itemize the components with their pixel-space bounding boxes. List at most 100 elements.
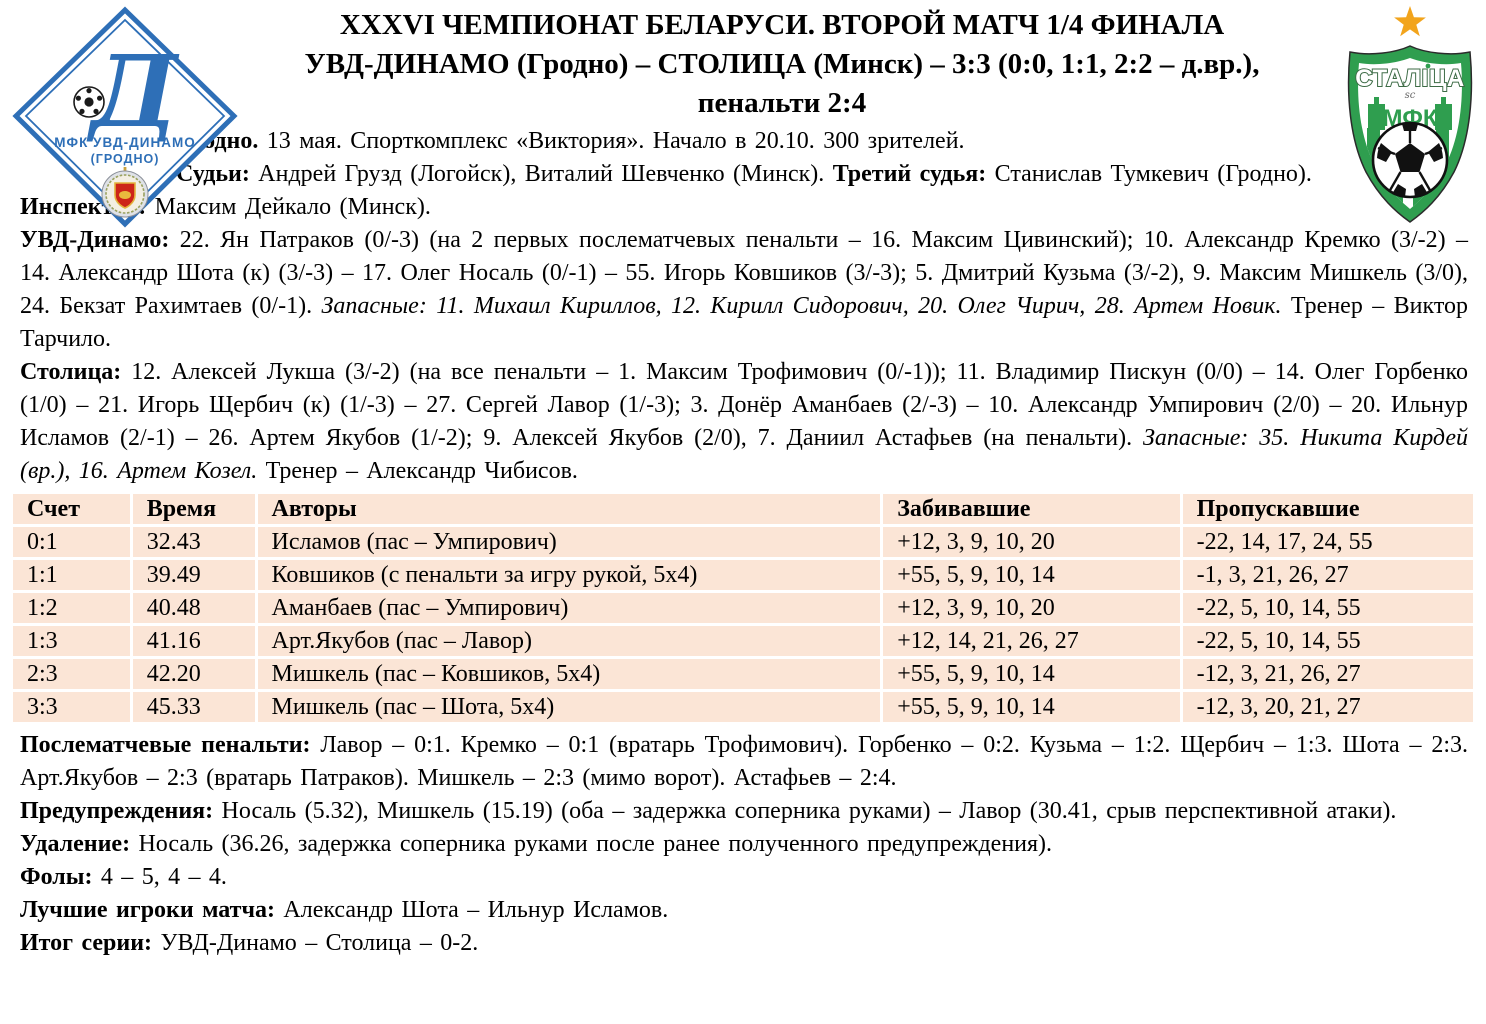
header-scorers: Забивавшие xyxy=(880,491,1183,527)
goal-scorers: +55, 5, 9, 10, 14 xyxy=(880,557,1183,593)
away-lineup-text: 12. Алексей Лукша (3/-2) (на все пенальт… xyxy=(20,359,1468,451)
away-coach-text: Тренер – Александр Чибисов. xyxy=(257,458,578,484)
goal-time: 45.33 xyxy=(129,689,258,725)
goal-time: 42.20 xyxy=(129,656,258,692)
sending-off-label: Удаление: xyxy=(20,831,131,857)
goals-table-header-row: Счет Время Авторы Забивавшие Пропускавши… xyxy=(10,491,1477,527)
best-players-text: Александр Шота – Ильнур Исламов. xyxy=(274,897,669,923)
title-line-3: пенальти 2:4 xyxy=(697,87,867,119)
header-authors: Авторы xyxy=(254,491,884,527)
goal-time: 32.43 xyxy=(129,524,258,560)
goal-row: 1:2 40.48 Аманбаев (пас – Умпирович) +12… xyxy=(10,590,1477,626)
home-lineup-paragraph: УВД-Динамо: 22. Ян Патраков (0/-3) (на 2… xyxy=(20,224,1468,356)
goal-row: 3:3 45.33 Мишкель (пас – Шота, 5х4) +55,… xyxy=(10,689,1477,725)
goal-authors: Мишкель (пас – Ковшиков, 5х4) xyxy=(254,656,884,692)
goal-time: 41.16 xyxy=(129,623,258,659)
goal-score: 2:3 xyxy=(10,656,133,692)
goal-conceders: -22, 5, 10, 14, 55 xyxy=(1179,590,1477,626)
warnings-text: Носаль (5.32), Мишкель (15.19) (оба – за… xyxy=(213,798,1397,824)
goal-conceders: -22, 5, 10, 14, 55 xyxy=(1179,623,1477,659)
goal-conceders: -1, 3, 21, 26, 27 xyxy=(1179,557,1477,593)
stalitsa-ball-icon xyxy=(1371,121,1449,199)
away-reserves-text: Запасные: 35. Никита Кирдей (вр.), 16. А… xyxy=(20,425,1468,484)
goal-conceders: -12, 3, 20, 21, 27 xyxy=(1179,689,1477,725)
stalitsa-name: СТАЛІЦА xyxy=(1355,65,1464,92)
home-lineup-text: 22. Ян Патраков (0/-3) (на 2 первых посл… xyxy=(20,227,1468,319)
goal-scorers: +12, 14, 21, 26, 27 xyxy=(880,623,1183,659)
away-team-label: Столица: xyxy=(20,359,122,385)
dynamo-letter-d: Д xyxy=(86,35,179,150)
series-label: Итог серии: xyxy=(20,930,153,956)
goal-row: 1:3 41.16 Арт.Якубов (пас – Лавор) +12, … xyxy=(10,623,1477,659)
goal-row: 0:1 32.43 Исламов (пас – Умпирович) +12,… xyxy=(10,524,1477,560)
castle-silhouette xyxy=(1368,97,1452,130)
goal-row: 2:3 42.20 Мишкель (пас – Ковшиков, 5х4) … xyxy=(10,656,1477,692)
shootout-label: Послематчевые пенальти: xyxy=(20,732,311,758)
referees-text: Андрей Грузд (Логойск), Виталий Шевченко… xyxy=(249,161,833,187)
title-line-2: УВД-ДИНАМО (Гродно) – СТОЛИЦА (Минск) – … xyxy=(304,48,1260,80)
best-players-line: Лучшие игроки матча: Александр Шота – Ил… xyxy=(20,894,1468,927)
shootout-paragraph: Послематчевые пенальти: Лавор – 0:1. Кре… xyxy=(20,729,1468,795)
goal-time: 39.49 xyxy=(129,557,258,593)
goal-scorers: +12, 3, 9, 10, 20 xyxy=(880,590,1183,626)
champion-star-icon xyxy=(1394,6,1426,37)
dynamo-crest-icon: Д МФК УВД-ДИНАМО (ГРОДНО) xyxy=(12,6,238,228)
dynamo-club-city: (ГРОДНО) xyxy=(91,152,160,166)
goal-authors: Мишкель (пас – Шота, 5х4) xyxy=(254,689,884,725)
stalitsa-crest-icon: СТАЛІЦА sc МФК xyxy=(1347,6,1473,223)
goal-scorers: +55, 5, 9, 10, 14 xyxy=(880,689,1183,725)
header-time: Время xyxy=(129,491,258,527)
series-result-line: Итог серии: УВД-Динамо – Столица – 0-2. xyxy=(20,927,1468,960)
goal-score: 0:1 xyxy=(10,524,133,560)
warnings-label: Предупреждения: xyxy=(20,798,214,824)
sending-off-line: Удаление: Носаль (36.26, задержка соперн… xyxy=(20,828,1468,861)
match-title: XXXVI ЧЕМПИОНАТ БЕЛАРУСИ. ВТОРОЙ МАТЧ 1/… xyxy=(246,6,1318,123)
stalitsa-minsk-logo: СТАЛІЦА sc МФК xyxy=(1340,0,1480,232)
sending-off-text: Носаль (36.26, задержка соперника руками… xyxy=(130,831,1053,857)
dynamo-ball-icon xyxy=(73,86,105,118)
home-team-label: УВД-Динамо: xyxy=(20,227,170,253)
intro-block: Гродно. 13 мая. Спорткомплекс «Виктория»… xyxy=(176,125,1324,191)
header-conceders: Пропускавшие xyxy=(1179,491,1477,527)
goal-conceders: -12, 3, 21, 26, 27 xyxy=(1179,656,1477,692)
fouls-text: 4 – 5, 4 – 4. xyxy=(92,864,227,890)
goal-authors: Арт.Якубов (пас – Лавор) xyxy=(254,623,884,659)
venue-line: Гродно. 13 мая. Спорткомплекс «Виктория»… xyxy=(176,125,1324,158)
dynamo-grodno-logo: Д МФК УВД-ДИНАМО (ГРОДНО) xyxy=(12,6,238,228)
goal-row: 1:1 39.49 Ковшиков (с пенальти за игру р… xyxy=(10,557,1477,593)
goal-scorers: +55, 5, 9, 10, 14 xyxy=(880,656,1183,692)
goal-time: 40.48 xyxy=(129,590,258,626)
warnings-paragraph: Предупреждения: Носаль (5.32), Мишкель (… xyxy=(20,795,1468,828)
third-ref-text: Станислав Тумкевич (Гродно). xyxy=(986,161,1312,187)
venue-text: 13 мая. Спорткомплекс «Виктория». Начало… xyxy=(258,128,965,154)
goal-authors: Ковшиков (с пенальти за игру рукой, 5х4) xyxy=(254,557,884,593)
series-text: УВД-Динамо – Столица – 0-2. xyxy=(152,930,479,956)
inspector-text: Максим Дейкало (Минск). xyxy=(146,194,431,220)
away-lineup-paragraph: Столица: 12. Алексей Лукша (3/-2) (на вс… xyxy=(20,356,1468,488)
goal-score: 1:2 xyxy=(10,590,133,626)
goals-table: Счет Время Авторы Забивавшие Пропускавши… xyxy=(10,491,1477,725)
dynamo-diamond-outer xyxy=(12,6,238,228)
home-reserves-text: Запасные: 11. Михаил Кириллов, 12. Кирил… xyxy=(321,293,1282,319)
goal-conceders: -22, 14, 17, 24, 55 xyxy=(1179,524,1477,560)
goal-score: 3:3 xyxy=(10,689,133,725)
referees-label: Судьи: xyxy=(176,161,250,187)
header-score: Счет xyxy=(10,491,133,527)
third-ref-label: Третий судья: xyxy=(832,161,987,187)
stalitsa-script: sc xyxy=(1405,90,1416,101)
shootout-text: Лавор – 0:1. Кремко – 0:1 (вратарь Трофи… xyxy=(20,732,1468,791)
dynamo-club-name: МФК УВД-ДИНАМО xyxy=(54,135,195,150)
goal-score: 1:3 xyxy=(10,623,133,659)
goal-score: 1:1 xyxy=(10,557,133,593)
fouls-label: Фолы: xyxy=(20,864,93,890)
home-coach-text: Тренер – Виктор Тарчило. xyxy=(20,293,1468,352)
flower-dot-icon xyxy=(1425,63,1431,69)
fouls-line: Фолы: 4 – 5, 4 – 4. xyxy=(20,861,1468,894)
police-crest-icon xyxy=(101,167,149,218)
goal-authors: Аманбаев (пас – Умпирович) xyxy=(254,590,884,626)
goal-scorers: +12, 3, 9, 10, 20 xyxy=(880,524,1183,560)
best-players-label: Лучшие игроки матча: xyxy=(20,897,275,923)
referees-line: Судьи: Андрей Грузд (Логойск), Виталий Ш… xyxy=(176,158,1324,191)
title-line-1: XXXVI ЧЕМПИОНАТ БЕЛАРУСИ. ВТОРОЙ МАТЧ 1/… xyxy=(339,9,1225,41)
